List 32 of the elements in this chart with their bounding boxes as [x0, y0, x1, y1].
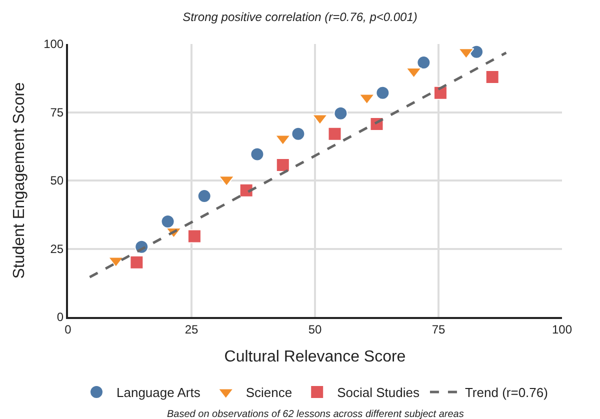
y-axis-title: Student Engagement Score	[10, 82, 28, 279]
point	[130, 255, 144, 270]
point	[187, 229, 202, 244]
y-tick-label: 50	[50, 174, 64, 188]
point	[433, 86, 448, 100]
point	[160, 214, 175, 228]
legend-label: Social Studies	[337, 385, 420, 400]
y-tick-label: 25	[50, 242, 64, 256]
point	[485, 70, 500, 84]
point	[291, 126, 306, 141]
x-tick-label: 100	[552, 322, 572, 336]
point	[334, 106, 348, 120]
point	[328, 126, 342, 141]
point	[239, 183, 254, 198]
point	[197, 189, 212, 204]
x-tick-label: 50	[308, 322, 322, 336]
x-tick-label: 25	[184, 322, 198, 336]
point	[470, 44, 484, 59]
point	[416, 56, 431, 70]
y-tick-label: 0	[56, 310, 64, 324]
y-tick-label: 75	[50, 105, 64, 120]
chart-title: Strong positive correlation (r=0.76, p<0.001)	[182, 10, 418, 24]
y-tick-label: 100	[44, 37, 64, 52]
legend-label: Science	[246, 385, 292, 400]
legend-label: Language Arts	[116, 385, 201, 400]
text: Based on observations of 62 lessons across different subject areas	[167, 409, 464, 419]
legend-label: Trend (r=0.76)	[464, 385, 548, 400]
x-tick-label: 75	[432, 322, 446, 336]
point	[276, 158, 290, 172]
point	[250, 147, 264, 162]
point	[376, 86, 390, 100]
x-axis-title: Cultural Relevance Score	[224, 348, 406, 366]
